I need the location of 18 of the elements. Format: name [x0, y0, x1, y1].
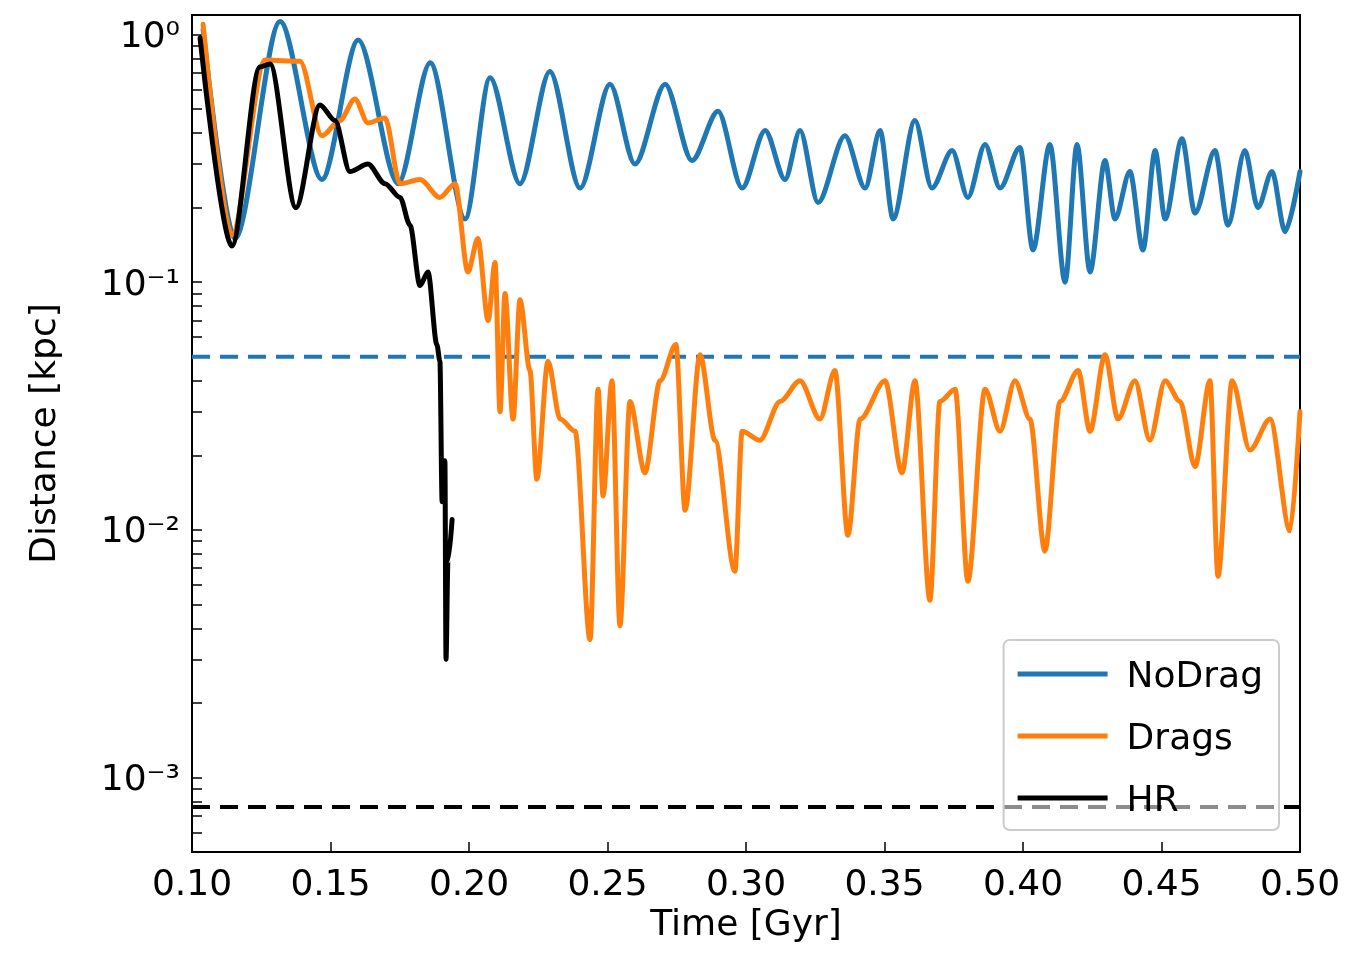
- x-tick-label: 0.40: [982, 861, 1064, 903]
- x-tick-label: 0.50: [1259, 861, 1341, 903]
- y-axis-title: Distance [kpc]: [21, 303, 63, 564]
- x-tick-label: 0.30: [705, 861, 787, 903]
- x-tick-label: 0.35: [844, 861, 925, 903]
- x-tick-label: 0.15: [290, 861, 371, 903]
- x-tick-label: 0.20: [428, 861, 510, 903]
- legend-label: Drags: [1126, 715, 1233, 757]
- x-tick-label: 0.45: [1121, 861, 1202, 903]
- y-tick-label: 10⁰: [119, 14, 180, 56]
- x-tick-label: 0.25: [567, 861, 648, 903]
- legend-label: NoDrag: [1126, 653, 1263, 695]
- x-axis-title: Time [Gyr]: [649, 902, 842, 944]
- y-tick-label: 10⁻³: [100, 756, 180, 798]
- y-tick-label: 10⁻¹: [100, 261, 180, 303]
- legend-label: HR: [1126, 777, 1179, 819]
- y-tick-label: 10⁻²: [100, 509, 180, 551]
- x-tick-label: 0.10: [151, 861, 233, 903]
